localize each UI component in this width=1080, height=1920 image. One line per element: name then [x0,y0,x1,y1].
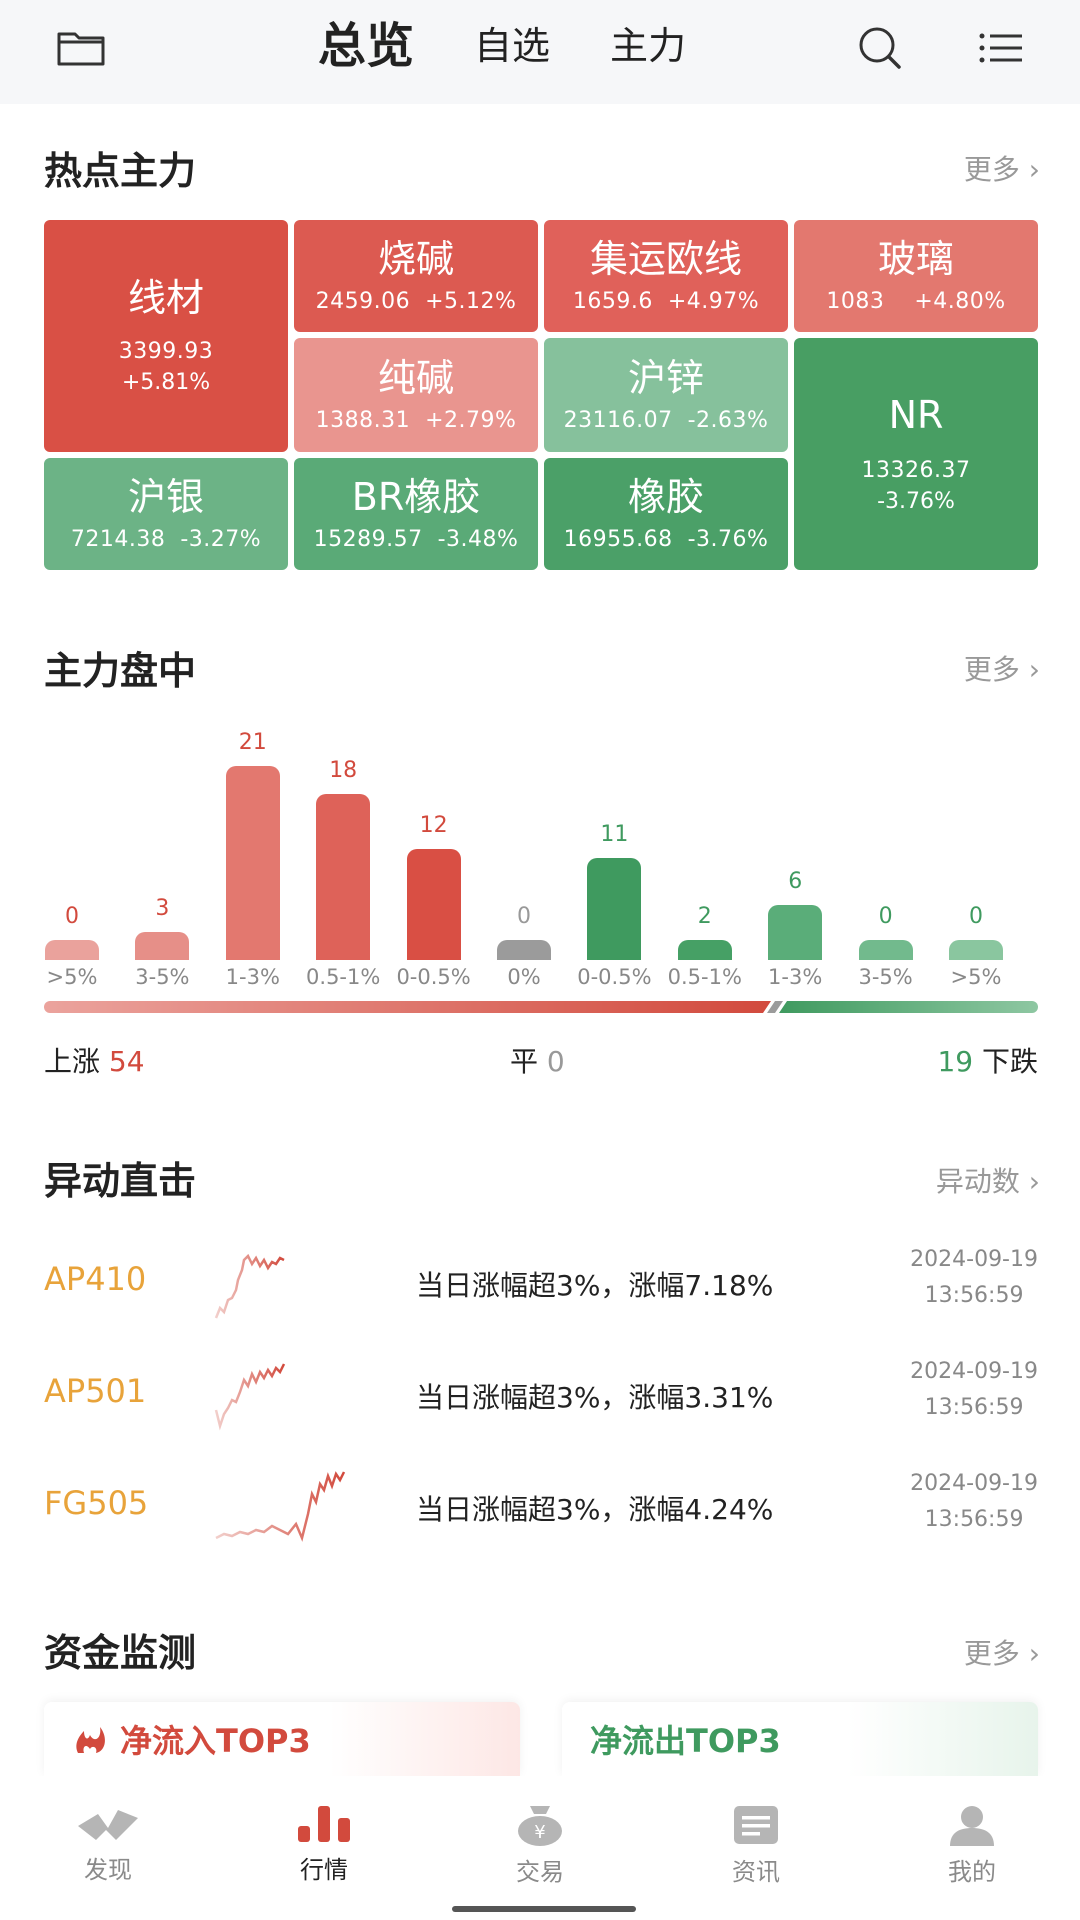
list-menu-icon[interactable] [978,28,1024,68]
chart-bar [949,940,1003,960]
chart-value-label: 21 [238,730,267,755]
distribution-bar-chart: 0 >5% 3 3-5% 21 1-3% 18 0.5-1% 12 0-0.5% 0 0% 11 0-0.… [44,710,1038,1000]
profile-icon [950,1806,994,1846]
chart-category-label: 0-0.5% [577,965,652,989]
bottom-tab-trade[interactable]: ¥ 交易 [432,1776,648,1920]
flat-summary: 平 0 [510,1045,565,1078]
heat-cell-soda-ash[interactable]: 纯碱 1388.31 +2.79% [294,338,538,452]
alert-row[interactable]: FG505 当日涨幅超3%，涨幅4.24% 2024-09-19 13:56:5… [44,1454,1038,1554]
distribution-section-title: 主力盘中 [44,649,197,693]
sparkline-icon [214,1363,286,1431]
chart-category-label: 0.5-1% [306,965,381,989]
chart-value-label: 6 [788,868,803,894]
heat-cell-nr[interactable]: NR 13326.37 -3.76% [794,338,1038,570]
trade-icon: ¥ [518,1806,562,1846]
hot-section-title: 热点主力 [44,149,197,193]
top-tabs: 总览 自选 主力 [318,14,746,78]
tab-main-contracts[interactable]: 主力 [610,24,687,68]
folder-icon[interactable] [56,28,106,68]
alert-description: 当日涨幅超3%，涨幅7.18% [416,1269,774,1302]
alert-code[interactable]: FG505 [44,1484,149,1522]
alert-row[interactable]: AP501 当日涨幅超3%，涨幅3.31% 2024-09-19 13:56:5… [44,1342,1038,1442]
flame-icon [76,1727,105,1753]
heat-cell-caustic-soda[interactable]: 烧碱 2459.06 +5.12% [294,220,538,332]
chart-value-label: 12 [419,813,448,839]
alert-description: 当日涨幅超3%，涨幅3.31% [416,1381,774,1414]
tab-overview[interactable]: 总览 [318,18,415,74]
heat-cell-br-rubber[interactable]: BR橡胶 15289.57 -3.48% [294,458,538,570]
chart-category-label: 0% [507,965,541,989]
bottom-tab-bar: 发现 行情 ¥ 交易 资讯 我的 [0,1776,1080,1920]
home-indicator [452,1906,636,1912]
alert-code[interactable]: AP410 [44,1260,147,1298]
alerts-section-title: 异动直击 [44,1159,197,1203]
alerts-count-link[interactable]: 异动数 › [935,1165,1040,1198]
sparkline-icon [214,1253,285,1319]
funds-section-title: 资金监测 [44,1631,197,1675]
alert-row[interactable]: AP410 当日涨幅超3%，涨幅7.18% 2024-09-19 13:56:5… [44,1230,1038,1330]
down-summary: 19 下跌 [937,1045,1038,1078]
bottom-tab-profile[interactable]: 我的 [864,1776,1080,1920]
ratio-flat-segment [767,1001,784,1013]
market-icon [298,1806,350,1842]
heat-cell-wire-rod[interactable]: 线材 3399.93 +5.81% [44,220,288,452]
chart-bar [406,849,461,960]
outflow-top3-card[interactable]: 净流出TOP3 [562,1702,1038,1776]
heat-cell-rubber[interactable]: 橡胶 16955.68 -3.76% [544,458,788,570]
funds-more-link[interactable]: 更多 › [963,1637,1040,1670]
ratio-up-segment [44,1001,772,1013]
chart-category-label: 0-0.5% [396,965,471,989]
chart-value-label: 2 [697,904,712,929]
chart-bar [858,940,913,960]
heat-cell-silver[interactable]: 沪银 7214.38 -3.27% [44,458,288,570]
chart-category-label: 3-5% [858,965,913,989]
up-summary: 上涨 54 [44,1045,145,1078]
alert-timestamp: 2024-09-19 13:56:59 [910,1247,1038,1308]
chart-bar [768,904,823,960]
discover-icon [78,1810,138,1840]
chart-category-label: >5% [950,965,1002,989]
alert-description: 当日涨幅超3%，涨幅4.24% [416,1493,774,1526]
ratio-down-segment [779,1001,1038,1013]
chart-bar [45,940,99,960]
distribution-more-link[interactable]: 更多 › [963,653,1040,686]
bottom-tab-market[interactable]: 行情 [216,1776,432,1920]
chart-value-label: 0 [878,904,893,929]
heatmap: 线材 3399.93 +5.81% 烧碱 2459.06 +5.12% 集运欧线… [44,220,1038,570]
chart-category-label: 3-5% [135,965,190,989]
alert-timestamp: 2024-09-19 13:56:59 [910,1359,1038,1420]
chart-category-label: >5% [46,965,98,989]
chart-bar [677,940,732,960]
sparkline-icon [215,1471,346,1542]
chart-value-label: 11 [600,822,629,848]
alert-timestamp: 2024-09-19 13:56:59 [910,1471,1038,1532]
chart-category-label: 1-3% [768,965,823,989]
heat-cell-glass[interactable]: 玻璃 1083 +4.80% [794,220,1038,332]
top-navigation: 总览 自选 主力 [0,0,1080,104]
up-down-ratio-bar [44,1001,1038,1013]
chart-value-label: 0 [517,904,531,929]
chart-bar [497,940,551,960]
search-icon[interactable] [856,24,904,72]
chart-bar [587,858,642,960]
news-icon [734,1806,778,1844]
chart-bar [135,932,190,960]
chart-bar [225,766,280,960]
chart-value-label: 3 [155,896,170,922]
bottom-tab-discover[interactable]: 发现 [0,1776,216,1920]
inflow-top3-card[interactable]: 净流入TOP3 [44,1702,520,1776]
heat-cell-zinc[interactable]: 沪锌 23116.07 -2.63% [544,338,788,452]
chart-category-label: 0.5-1% [667,965,742,989]
chart-value-label: 18 [329,757,358,783]
bottom-tab-news[interactable]: 资讯 [648,1776,864,1920]
chart-value-label: 0 [969,904,983,929]
svg-text:¥: ¥ [534,1822,545,1843]
tab-watchlist[interactable]: 自选 [474,24,551,68]
chart-bar [316,793,371,960]
alert-code[interactable]: AP501 [44,1372,147,1410]
chart-category-label: 1-3% [225,965,280,989]
hot-more-link[interactable]: 更多 › [963,153,1040,186]
chart-value-label: 0 [65,904,79,929]
heat-cell-container-shipping[interactable]: 集运欧线 1659.6 +4.97% [544,220,788,332]
